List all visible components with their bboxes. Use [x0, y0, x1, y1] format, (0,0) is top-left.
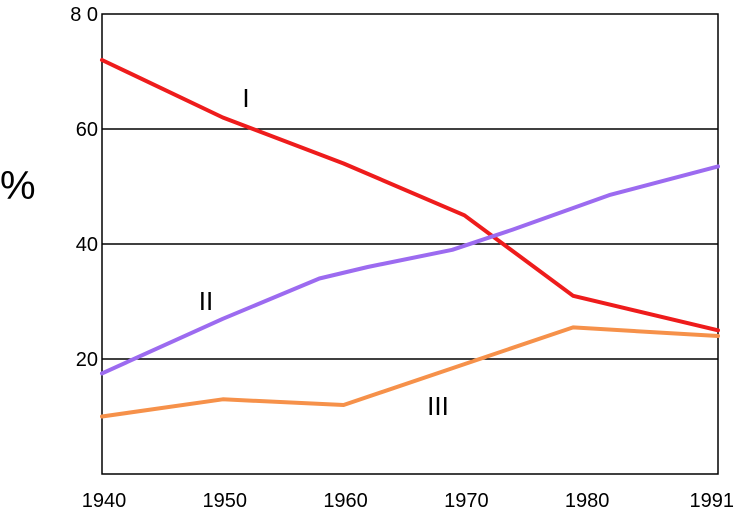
y-tick-label: 60: [76, 119, 98, 141]
x-tick-label: 1991: [690, 490, 735, 512]
x-tick-label: 1960: [323, 490, 368, 512]
x-tick-label: 1940: [82, 490, 127, 512]
gridlines: [102, 128, 718, 360]
y-axis-ticks: 20 40 60 8 0: [70, 4, 98, 371]
series-line-1: [100, 58, 720, 333]
y-axis-label: %: [0, 164, 36, 208]
series-label-1: I: [242, 83, 249, 113]
y-tick-label: 8 0: [70, 4, 98, 26]
x-tick-label: 1970: [444, 490, 489, 512]
plot-frame: [101, 13, 719, 475]
series-line-2: [100, 164, 720, 376]
x-tick-label: 1950: [203, 490, 248, 512]
y-tick-label: 20: [76, 349, 98, 371]
y-tick-label: 40: [76, 234, 98, 256]
series-lines: [100, 58, 720, 419]
x-axis-ticks: 1940 1950 1960 1970 1980 1991: [82, 490, 734, 512]
series-line-3: [100, 325, 720, 419]
series-label-2: II: [199, 286, 213, 316]
series-label-3: III: [427, 391, 449, 421]
x-tick-label: 1980: [565, 490, 610, 512]
